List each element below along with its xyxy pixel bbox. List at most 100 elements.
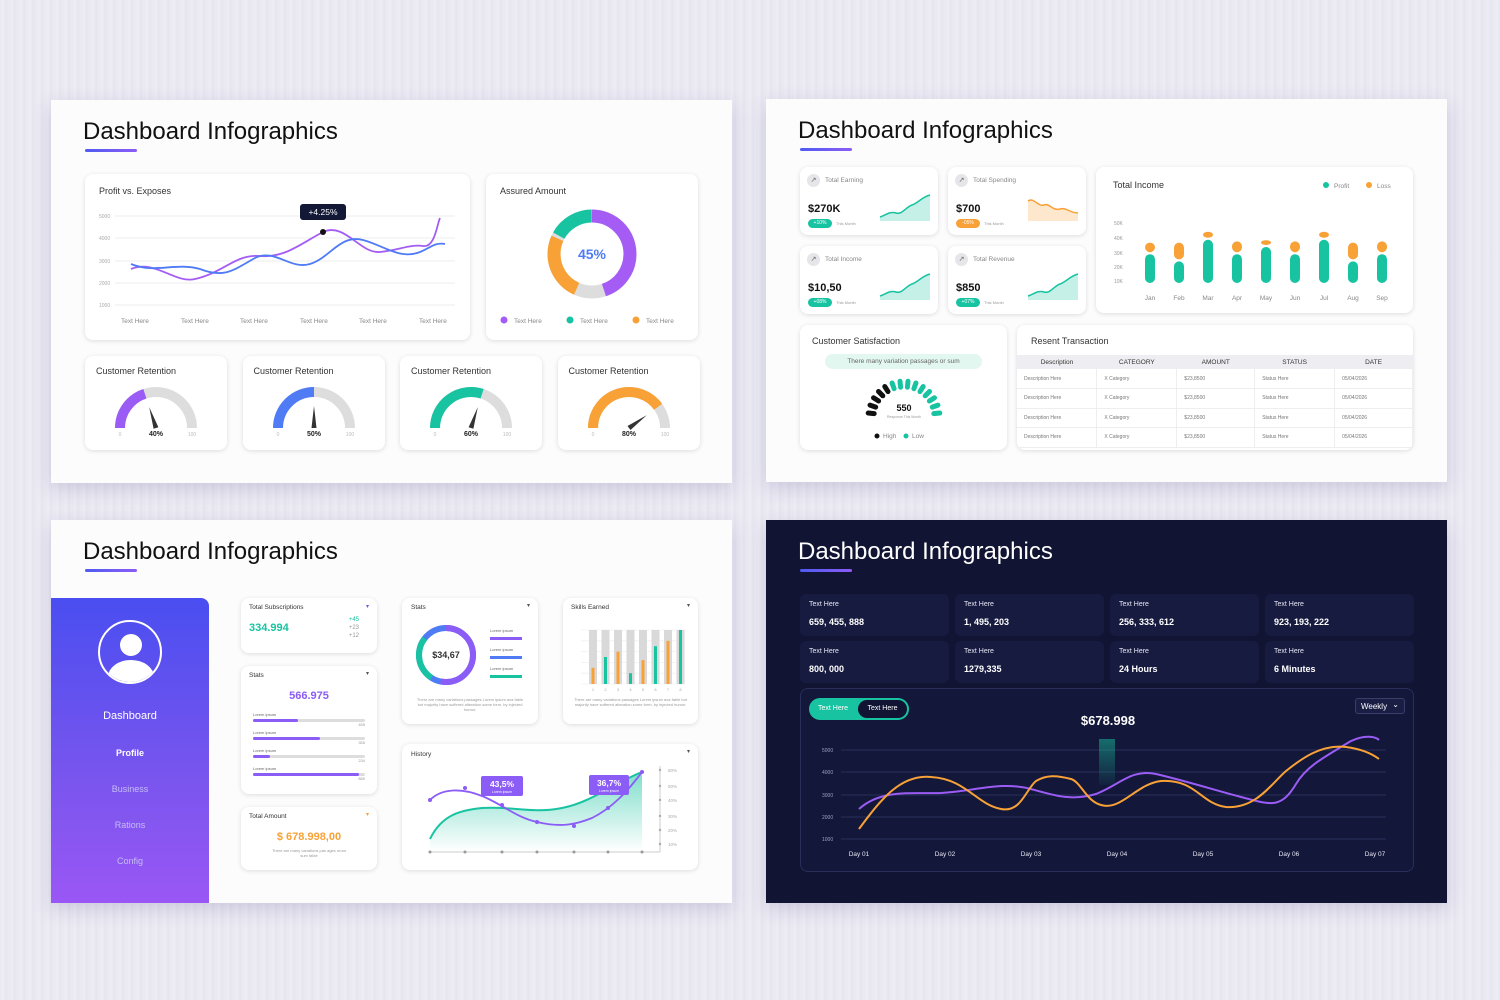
stat-card: Text Here 800, 000 <box>800 641 949 683</box>
y-tick: 10% <box>668 842 677 847</box>
x-label: Day 05 <box>1193 851 1214 858</box>
y-tick: 30K <box>1114 251 1124 257</box>
table-cell: Description Here <box>1017 388 1098 408</box>
table-cell: Status Here <box>1254 427 1336 447</box>
gauge-fill <box>272 387 314 429</box>
retention-gauge-card: Customer Retention 80% 0 100 <box>557 356 700 450</box>
donut-value: $34,67 <box>432 650 460 660</box>
col-header: CATEGORY <box>1118 358 1155 366</box>
chevron-down-icon[interactable]: ▾ <box>365 812 369 818</box>
x-label: 5 <box>642 687 645 692</box>
satisfaction-segment <box>929 402 941 410</box>
satisfaction-segment <box>897 378 904 390</box>
bar-value <box>591 667 595 684</box>
table-row[interactable]: Description Here X Category $23,8500 Status… <box>1017 388 1413 408</box>
retention-gauge-card: Customer Retention 50% 0 100 <box>242 356 385 450</box>
stat-label: Text Here <box>1274 648 1304 655</box>
bar-loss <box>1261 240 1271 245</box>
chevron-down-icon[interactable]: ▾ <box>526 603 530 609</box>
stat-label: Lorem ipsum <box>253 730 277 735</box>
table-cell: 05/04/2026 <box>1334 427 1413 447</box>
title-underline <box>85 569 137 572</box>
bar-value <box>641 660 645 684</box>
stat-num: 355 <box>358 740 365 745</box>
x-label: Text Here <box>121 318 149 325</box>
y-tick: 5000 <box>99 214 110 220</box>
delta: +23 <box>348 625 359 631</box>
stat-card: Text Here 256, 333, 612 <box>1110 594 1259 636</box>
stat-label: Lorem ipsum <box>253 748 277 753</box>
table-cell: $23,8500 <box>1176 369 1256 389</box>
satisfaction-segment <box>904 378 911 390</box>
sidebar-item-rations[interactable]: Rations <box>114 820 146 830</box>
stat-card: Text Here 1, 495, 203 <box>955 594 1104 636</box>
stat-num: 455 <box>358 722 365 727</box>
chevron-down-icon[interactable]: ▾ <box>365 604 369 610</box>
kpi-card: ↗ Total Revenue $850 +07% This Month <box>948 246 1086 314</box>
x-label: Jun <box>1290 295 1301 302</box>
toggle-option-a[interactable]: Text Here <box>818 705 848 712</box>
sidebar-item-dashboard[interactable]: Dashboard <box>103 710 157 722</box>
table-row[interactable]: Description Here X Category $23,8500 Status… <box>1017 427 1413 447</box>
slide-2: Dashboard Infographics ↗ Total Earning $27… <box>766 99 1447 482</box>
stat-value: 923, 193, 222 <box>1274 617 1330 627</box>
chevron-down-icon[interactable]: ▾ <box>686 749 690 755</box>
sparkline <box>879 194 931 218</box>
col-header: AMOUNT <box>1201 358 1230 366</box>
y-tick: 30% <box>668 814 677 819</box>
skills-card: Skills Earned ▾ 1 2 3 4 5 6 7 8 There are many … <box>563 598 698 724</box>
sparkline-fill <box>1028 274 1078 300</box>
y-tick: 20K <box>1114 265 1124 271</box>
gauge-max: 100 <box>345 432 354 438</box>
y-tick: 2000 <box>99 281 110 287</box>
series-orange <box>858 745 1380 830</box>
sidebar-item-config[interactable]: Config <box>116 856 143 866</box>
toggle-option-b[interactable]: Text Here <box>858 700 907 718</box>
chart-total: $678.998 <box>1080 713 1136 728</box>
bar-loss <box>1319 231 1329 238</box>
x-label: 8 <box>679 687 682 692</box>
donut-item: Lorem ipsum <box>490 666 514 671</box>
card-title: Customer Retention <box>253 366 334 376</box>
history-badge: 36,7% <box>597 778 622 788</box>
kpi-badge: +10% <box>808 219 832 228</box>
card-title: Stats <box>249 672 264 679</box>
satisfaction-segment <box>917 384 926 395</box>
range-select[interactable]: Weekly ⌄ <box>1355 698 1405 714</box>
bar-value <box>654 646 657 684</box>
y-tick: 20% <box>668 828 677 833</box>
bar-profit <box>1145 254 1155 283</box>
bar-profit <box>1174 261 1184 283</box>
sidebar-item-business[interactable]: Business <box>111 784 149 794</box>
kpi-value: $10,50 <box>808 282 842 294</box>
gauge-min: 0 <box>434 432 437 438</box>
x-label: 3 <box>617 687 620 692</box>
table-cell: $23,8500 <box>1176 408 1256 428</box>
avatar[interactable] <box>98 620 162 684</box>
y-tick: 3000 <box>99 259 110 265</box>
x-label: Day 01 <box>849 851 870 858</box>
slide-title: Dashboard Infographics <box>83 118 338 145</box>
col-header: STATUS <box>1282 358 1307 366</box>
chevron-down-icon[interactable]: ▾ <box>365 671 369 677</box>
gauge-fill <box>587 387 662 429</box>
legend-label: Text Here <box>580 318 608 325</box>
x-label: Day 02 <box>935 851 956 858</box>
y-tick: 3000 <box>822 793 833 799</box>
history-card: History ▾ 60% 50% 40% <box>402 744 698 870</box>
gauge-max: 100 <box>660 432 669 438</box>
y-tick: 4000 <box>99 236 110 242</box>
chevron-down-icon[interactable]: ▾ <box>686 603 690 609</box>
card-title: Total Income <box>1113 180 1165 190</box>
gauge-value: 60% <box>464 431 479 438</box>
satisfaction-segment <box>922 389 932 399</box>
sidebar-item-profile[interactable]: Profile <box>115 748 144 758</box>
bar-profit <box>1290 254 1300 283</box>
stat-card: Text Here 659, 455, 888 <box>800 594 949 636</box>
retention-gauge-card: Customer Retention 60% 0 100 <box>400 356 542 450</box>
table-row[interactable]: Description Here X Category $23,8500 Status… <box>1017 369 1413 389</box>
satisfaction-segment <box>911 380 919 392</box>
history-badge-sub: Lorem ipsum <box>492 790 512 794</box>
stat-value: 1, 495, 203 <box>964 617 1010 627</box>
table-row[interactable]: Description Here X Category $23,8500 Status… <box>1017 408 1413 428</box>
